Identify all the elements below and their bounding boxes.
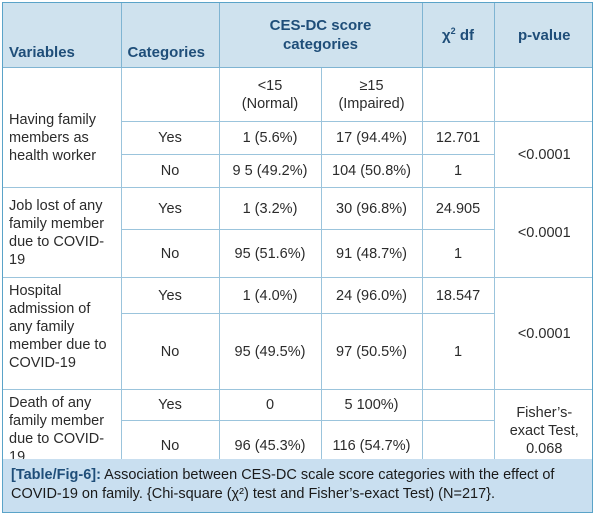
impaired-cell: 24 (96.0%) [320,277,423,314]
header-chi-df: χ2 df [421,3,495,68]
chi-symbol: χ [442,27,451,44]
category-cell: Yes [120,187,220,230]
category-cell: Yes [121,121,220,155]
impaired-cell: 104 (50.8%) [320,154,423,188]
variable-cell: Death of any family member due to COVID-… [3,389,122,472]
impaired-cell: 17 (94.4%) [320,121,423,155]
impaired-cell: 30 (96.8%) [320,187,423,230]
subheader-impaired: ≥15 (Impaired) [320,67,423,122]
empty-cell [493,67,592,122]
table-row: Job lost of any family member due to COV… [3,187,592,278]
table-caption: [Table/Fig-6]: Association between CES-D… [3,459,592,512]
header-variables: Variables [3,3,122,68]
chi-cell: 18.547 [421,277,495,314]
category-cell: No [121,154,220,188]
impaired-cell: 5 100%) [320,389,423,421]
category-cell: No [121,313,220,390]
df-label: df [455,27,474,44]
header-row: Variables Categories CES-DC score catego… [3,3,592,68]
caption-text: Association between CES-DC scale score c… [11,467,555,502]
category-cell: Yes [120,389,220,421]
caption-label: [Table/Fig-6]: [11,467,101,483]
chi-cell: 1 [421,229,494,278]
table-row: No 95 (51.6%) 91 (48.7%) 1 [3,229,592,278]
p-value-cell: <0.0001 [493,187,592,278]
subheader-normal: <15 (Normal) [218,67,322,122]
chi-cell: 1 [421,154,494,188]
header-categories: Categories [120,3,220,68]
empty-cell [120,67,220,122]
variable-cell: Job lost of any family member due to COV… [3,187,122,278]
association-table: Variables Categories CES-DC score catego… [3,3,592,472]
normal-cell: 1 (5.6%) [218,121,322,155]
normal-cell: 0 [218,389,322,421]
p-value-cell: <0.0001 [493,121,592,188]
chi-cell: 1 [421,313,494,390]
category-cell: No [121,229,220,278]
table-row: Yes 1 (5.6%) 17 (94.4%) 12.701 <0.0001 [3,121,592,188]
impaired-cell: 97 (50.5%) [320,313,423,390]
p-value-cell: <0.0001 [493,277,592,390]
normal-cell: 95 (51.6%) [218,229,322,278]
category-cell: Yes [120,277,220,314]
subheader-row: Having family members as health worker <… [3,67,592,188]
header-ces-dc: CES-DC score categories [218,3,423,68]
variable-cell: Hospital admission of any family member … [3,277,122,390]
p-value-cell: Fisher’s-exact Test, 0.068 [493,389,592,472]
chi-superscript: 2 [450,26,456,36]
chi-cell: 12.701 [421,121,495,155]
normal-cell: 1 (4.0%) [218,277,322,314]
normal-cell: 1 (3.2%) [218,187,322,230]
normal-cell: 95 (49.5%) [218,313,322,390]
table-row: Death of any family member due to COVID-… [3,389,592,472]
variable-cell: Having family members as health worker [3,67,122,188]
header-p-value: p-value [493,3,592,68]
chi-cell: 24.905 [421,187,495,230]
empty-cell [421,67,495,122]
impaired-cell: 91 (48.7%) [320,229,423,278]
chi-cell [421,389,495,421]
normal-cell: 9 5 (49.2%) [218,154,322,188]
table-row: Hospital admission of any family member … [3,277,592,390]
